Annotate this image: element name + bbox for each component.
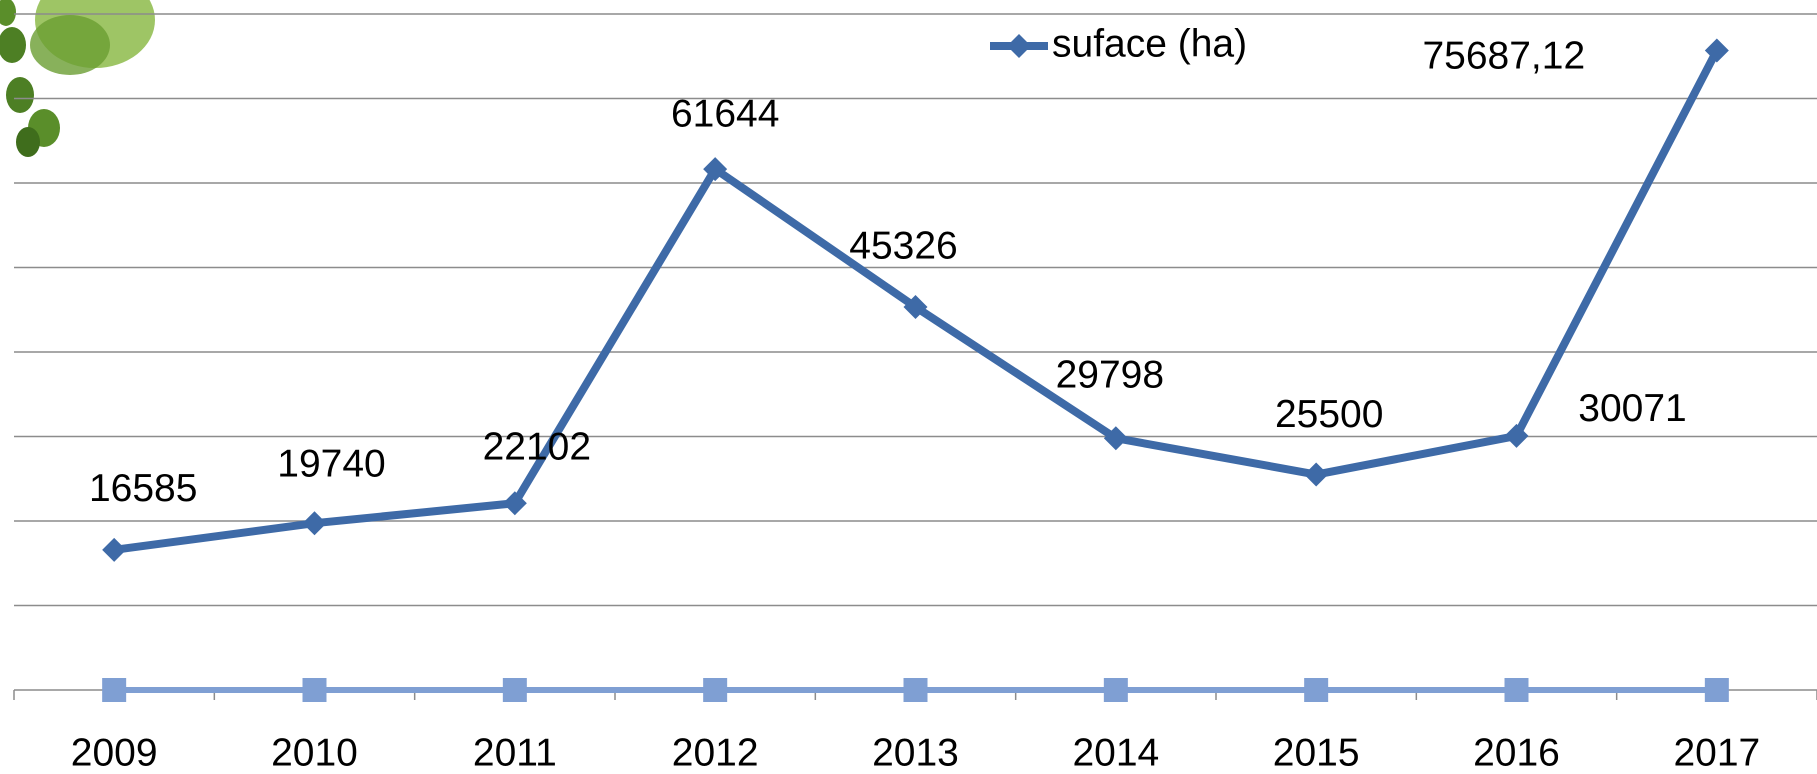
x-tick-label: 2009 xyxy=(71,731,158,774)
point-marker xyxy=(703,678,727,702)
x-tick-label: 2011 xyxy=(473,731,557,774)
data-label: 61644 xyxy=(671,92,779,135)
point-marker xyxy=(1304,678,1328,702)
x-tick-label: 2013 xyxy=(872,731,959,774)
legend-label: suface (ha) xyxy=(1052,22,1247,65)
point-marker xyxy=(303,678,327,702)
x-tick-label: 2014 xyxy=(1072,731,1159,774)
x-tick-label: 2012 xyxy=(672,731,759,774)
x-tick-label: 2016 xyxy=(1473,731,1560,774)
leaf-decoration xyxy=(0,0,155,157)
data-label: 45326 xyxy=(849,224,957,267)
point-marker xyxy=(1705,678,1729,702)
point-marker xyxy=(1505,678,1529,702)
page: {"chart_data": { "type": "line", "catego… xyxy=(0,0,1817,774)
data-label: 30071 xyxy=(1578,387,1686,430)
point-marker xyxy=(904,678,928,702)
x-tick-label: 2017 xyxy=(1673,731,1760,774)
data-label: 75687,12 xyxy=(1422,35,1585,78)
data-label: 16585 xyxy=(89,467,197,510)
legend-marker xyxy=(1007,34,1031,58)
x-tick-label: 2010 xyxy=(271,731,358,774)
x-tick-label: 2015 xyxy=(1273,731,1360,774)
point-marker xyxy=(303,511,327,535)
data-label: 25500 xyxy=(1275,393,1383,436)
point-marker xyxy=(102,678,126,702)
chart: 2009 2010 2011 2012 2013 2014 2015 2016 2017 1658… xyxy=(0,0,1817,774)
point-marker xyxy=(1304,463,1328,487)
point-marker xyxy=(1104,678,1128,702)
data-label: 22102 xyxy=(483,426,591,469)
point-marker xyxy=(503,678,527,702)
data-label: 29798 xyxy=(1056,354,1164,397)
data-label: 19740 xyxy=(277,442,385,485)
point-marker xyxy=(102,538,126,562)
